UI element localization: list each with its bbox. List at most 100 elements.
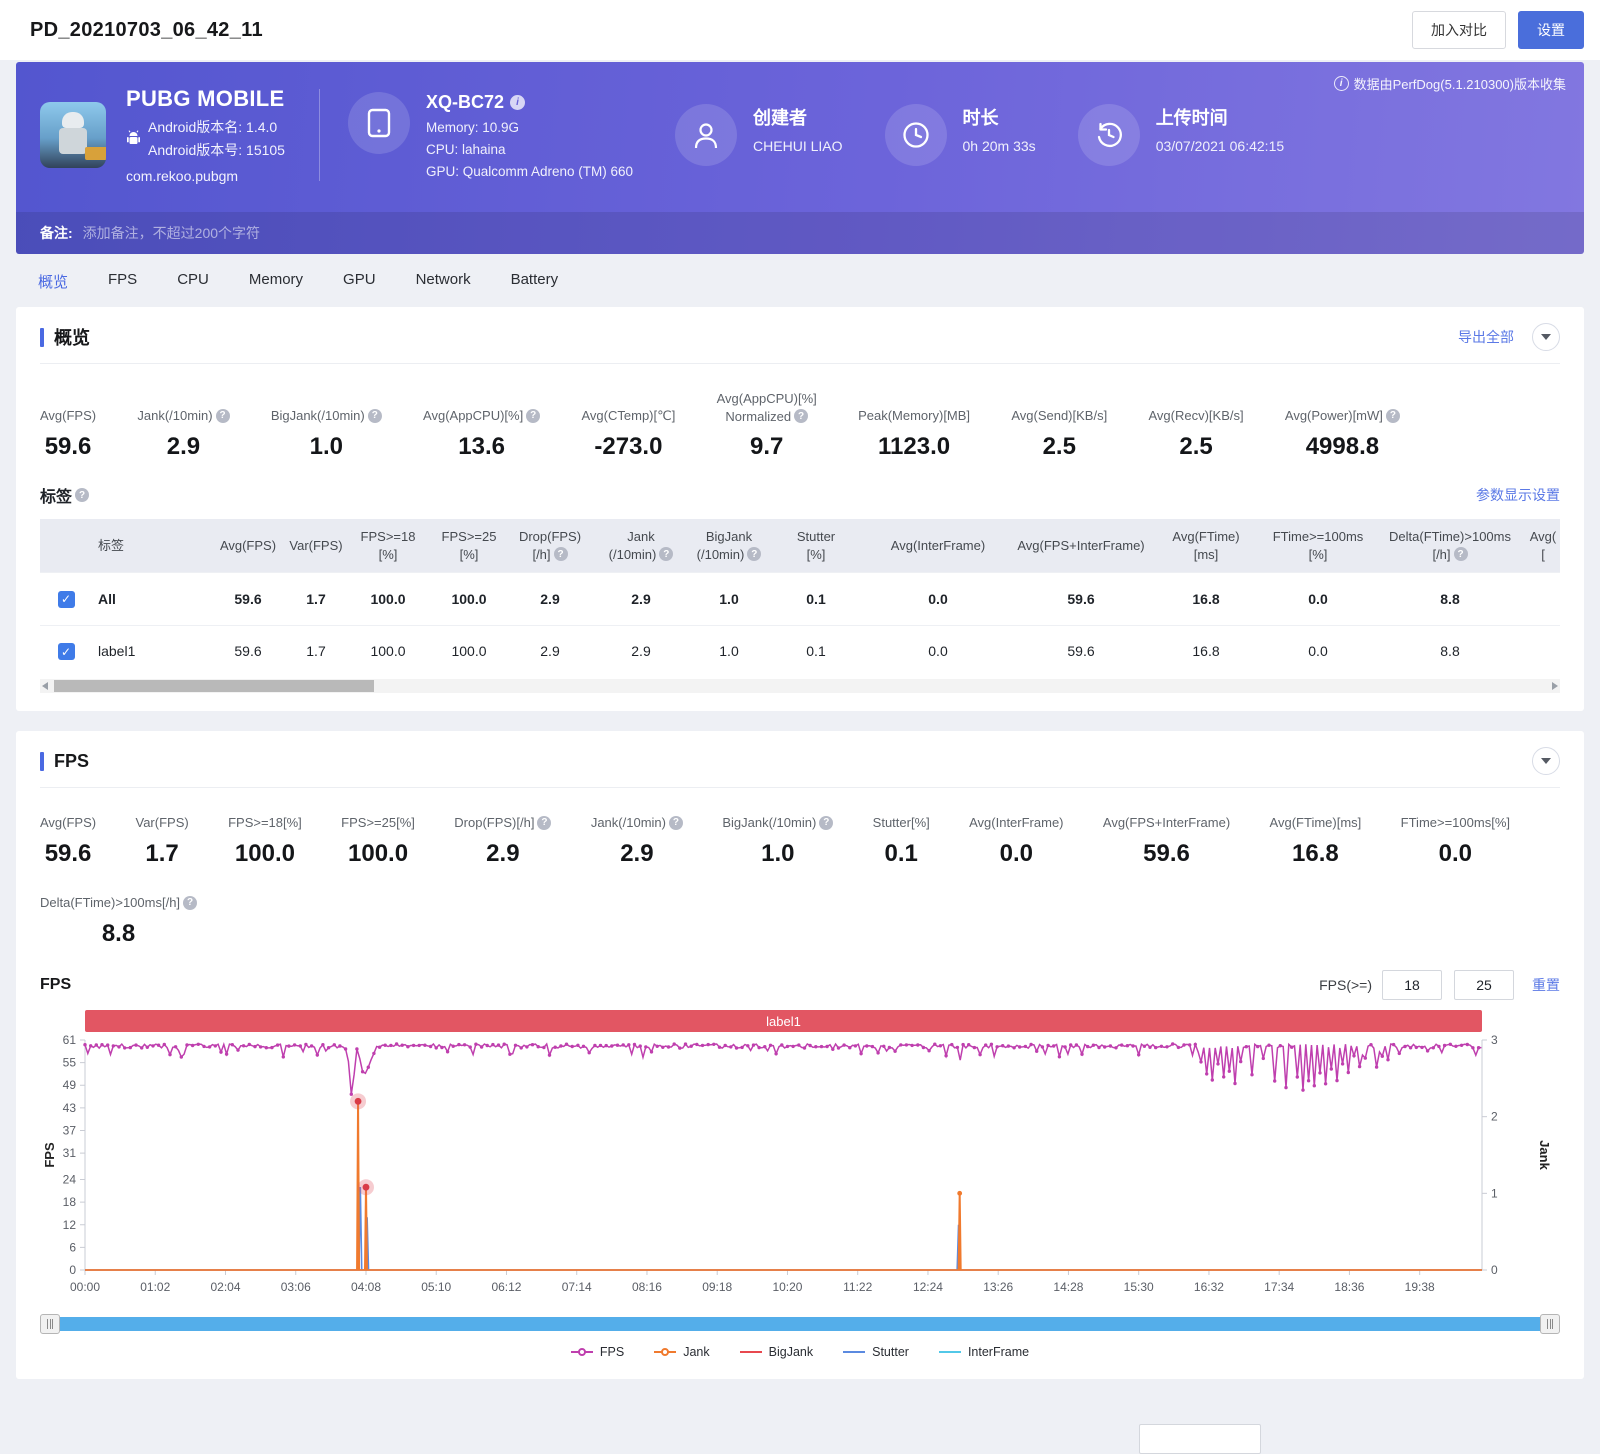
tab-network[interactable]: Network xyxy=(416,271,471,292)
legend-item-bigjank[interactable]: BigJank xyxy=(740,1345,813,1359)
fps-min-input[interactable] xyxy=(1382,970,1442,1000)
add-compare-button[interactable]: 加入对比 xyxy=(1412,11,1506,49)
help-icon[interactable]: ? xyxy=(554,547,568,561)
cell-value: 100.0 xyxy=(346,625,430,677)
row-label: label1 xyxy=(92,625,210,677)
column-header: Avg(FTime)[ms] xyxy=(1150,519,1262,573)
svg-text:03:06: 03:06 xyxy=(281,1280,311,1294)
help-icon[interactable]: ? xyxy=(216,409,230,423)
cell-value: 59.6 xyxy=(210,625,286,677)
overview-collapse-button[interactable] xyxy=(1532,323,1560,351)
stat-drop-fps-h-: Drop(FPS)[/h]?2.9 xyxy=(454,814,551,868)
fps-filter-label: FPS(>=) xyxy=(1319,977,1372,993)
table-scrollbar-thumb[interactable] xyxy=(54,680,374,692)
app-package: com.rekoo.pubgm xyxy=(126,168,285,184)
column-header: FPS>=25[%] xyxy=(430,519,508,573)
svg-text:61: 61 xyxy=(63,1033,77,1047)
range-handle-right[interactable] xyxy=(1540,1314,1560,1334)
param-display-settings-link[interactable]: 参数显示设置 xyxy=(1476,485,1560,505)
svg-text:3: 3 xyxy=(1491,1033,1498,1047)
device-gpu: GPU: Qualcomm Adreno (TM) 660 xyxy=(426,164,633,179)
creator-block: 创建者 CHEHUI LIAO xyxy=(675,104,842,166)
export-all-link[interactable]: 导出全部 xyxy=(1458,327,1514,347)
range-handle-left[interactable] xyxy=(40,1314,60,1334)
help-icon[interactable]: ? xyxy=(183,896,197,910)
svg-text:18:36: 18:36 xyxy=(1334,1280,1364,1294)
column-header: Jank(/10min)? xyxy=(592,519,690,573)
labels-table: 标签Avg(FPS)Var(FPS)FPS>=18[%]FPS>=25[%]Dr… xyxy=(40,519,1560,677)
scroll-right-arrow-icon[interactable] xyxy=(1552,682,1558,690)
fps-max-input[interactable] xyxy=(1454,970,1514,1000)
cell-value: 16.8 xyxy=(1150,573,1262,626)
cell-value: 8.8 xyxy=(1374,625,1526,677)
help-icon[interactable]: ? xyxy=(526,409,540,423)
cell-value: 8.8 xyxy=(1374,573,1526,626)
help-icon[interactable]: ? xyxy=(368,409,382,423)
row-checkbox[interactable]: ✓ xyxy=(58,591,75,608)
row-checkbox[interactable]: ✓ xyxy=(58,643,75,660)
help-icon[interactable]: ? xyxy=(819,816,833,830)
svg-text:17:34: 17:34 xyxy=(1264,1280,1294,1294)
svg-text:16:32: 16:32 xyxy=(1194,1280,1224,1294)
cell-value: 2.9 xyxy=(508,573,592,626)
stat-avg-fps-: Avg(FPS)59.6 xyxy=(40,407,96,461)
stat-bigjank-10min-: BigJank(/10min)?1.0 xyxy=(271,407,382,461)
svg-text:15:30: 15:30 xyxy=(1124,1280,1154,1294)
help-icon[interactable]: ? xyxy=(1454,547,1468,561)
column-header: BigJank(/10min)? xyxy=(690,519,768,573)
help-icon[interactable]: ? xyxy=(537,816,551,830)
column-header: 标签 xyxy=(92,519,210,573)
upload-time-block: 上传时间 03/07/2021 06:42:15 xyxy=(1078,104,1284,166)
legend-label: InterFrame xyxy=(968,1345,1029,1359)
chart-range-scrollbar[interactable] xyxy=(42,1317,1558,1331)
user-icon xyxy=(693,121,719,149)
cell-value: 1.7 xyxy=(286,625,346,677)
help-icon[interactable]: ? xyxy=(747,547,761,561)
tab-memory[interactable]: Memory xyxy=(249,271,303,292)
creator-label: 创建者 xyxy=(753,104,842,130)
fps-filter-partial-input[interactable] xyxy=(1139,1424,1261,1454)
stat-avg-fps-interframe-: Avg(FPS+InterFrame)59.6 xyxy=(1103,814,1230,868)
note-placeholder: 添加备注，不超过200个字符 xyxy=(83,223,260,243)
help-icon[interactable]: ? xyxy=(75,488,89,502)
column-header: Delta(FTime)>100ms[/h]? xyxy=(1374,519,1526,573)
table-scrollbar[interactable] xyxy=(40,679,1560,693)
note-label: 备注: xyxy=(40,223,73,243)
legend-marker-icon xyxy=(571,1347,593,1357)
help-icon[interactable]: ? xyxy=(659,547,673,561)
tab-gpu[interactable]: GPU xyxy=(343,271,376,292)
overview-card: 概览 导出全部 Avg(FPS)59.6Jank(/10min)?2.9BigJ… xyxy=(16,307,1584,711)
android-version-code: Android版本号: 15105 xyxy=(148,140,285,160)
note-input[interactable]: 备注: 添加备注，不超过200个字符 xyxy=(16,212,1584,254)
help-icon[interactable]: ? xyxy=(1386,409,1400,423)
svg-text:01:02: 01:02 xyxy=(140,1280,170,1294)
legend-item-stutter[interactable]: Stutter xyxy=(843,1345,909,1359)
svg-text:0: 0 xyxy=(1491,1263,1498,1277)
svg-text:07:14: 07:14 xyxy=(562,1280,592,1294)
svg-text:55: 55 xyxy=(63,1056,77,1070)
chevron-down-icon xyxy=(1541,758,1551,764)
reset-link[interactable]: 重置 xyxy=(1532,975,1560,995)
legend-item-jank[interactable]: Jank xyxy=(654,1345,709,1359)
scroll-left-arrow-icon[interactable] xyxy=(42,682,48,690)
svg-text:2: 2 xyxy=(1491,1110,1498,1124)
cell-value: 0.0 xyxy=(1262,573,1374,626)
tab-cpu[interactable]: CPU xyxy=(177,271,209,292)
upload-time-value: 03/07/2021 06:42:15 xyxy=(1156,138,1284,154)
device-info-icon[interactable]: i xyxy=(510,95,525,110)
app-icon xyxy=(40,102,106,168)
settings-button[interactable]: 设置 xyxy=(1518,11,1584,49)
legend-item-fps[interactable]: FPS xyxy=(571,1345,624,1359)
phone-icon xyxy=(366,108,392,138)
tab-概览[interactable]: 概览 xyxy=(38,271,68,292)
help-icon[interactable]: ? xyxy=(669,816,683,830)
help-icon[interactable]: ? xyxy=(794,409,808,423)
chevron-down-icon xyxy=(1541,334,1551,340)
fps-chart: 06121824313743495561012300:0001:0202:040… xyxy=(40,1032,1560,1308)
fps-collapse-button[interactable] xyxy=(1532,747,1560,775)
tab-fps[interactable]: FPS xyxy=(108,271,137,292)
legend-marker-icon xyxy=(740,1347,762,1357)
tab-battery[interactable]: Battery xyxy=(511,271,559,292)
stat-avg-ftime-ms-: Avg(FTime)[ms]16.8 xyxy=(1270,814,1362,868)
legend-item-interframe[interactable]: InterFrame xyxy=(939,1345,1029,1359)
